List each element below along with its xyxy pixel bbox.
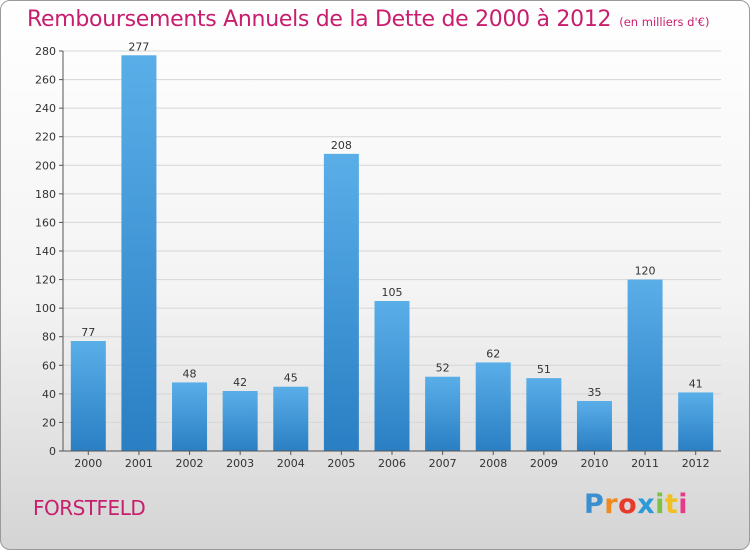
y-tick-label: 60 — [42, 359, 56, 372]
data-label-2008: 62 — [486, 347, 500, 360]
bar-2004 — [273, 386, 309, 451]
bar-2008 — [475, 362, 511, 451]
x-tick-label-2008: 2008 — [479, 457, 507, 470]
bar-2011 — [627, 279, 663, 451]
y-tick-label: 100 — [35, 302, 56, 315]
x-tick-label-2007: 2007 — [429, 457, 457, 470]
y-tick-label: 40 — [42, 388, 56, 401]
proxiti-logo: Proxiti — [584, 489, 688, 520]
x-tick-label-2001: 2001 — [125, 457, 153, 470]
chart-title-block: Remboursements Annuels de la Dette de 20… — [27, 7, 709, 32]
data-label-2000: 77 — [81, 326, 95, 339]
y-tick-label: 280 — [35, 45, 56, 58]
y-tick-label: 240 — [35, 102, 56, 115]
data-label-2012: 41 — [689, 377, 703, 390]
logo-letter: x — [637, 489, 656, 520]
y-tick-label: 200 — [35, 159, 56, 172]
bar-2005 — [323, 153, 359, 451]
data-label-2007: 52 — [436, 362, 450, 375]
logo-letter: i — [678, 489, 689, 520]
x-tick-label-2000: 2000 — [74, 457, 102, 470]
y-tick-label: 220 — [35, 131, 56, 144]
commune-name: FORSTFELD — [33, 496, 146, 520]
x-tick-label-2009: 2009 — [530, 457, 558, 470]
logo-letter: t — [664, 489, 679, 520]
data-label-2005: 208 — [331, 139, 352, 152]
bar-2002 — [172, 382, 208, 451]
data-label-2010: 35 — [587, 386, 601, 399]
data-label-2001: 277 — [128, 40, 149, 53]
y-tick-label: 160 — [35, 216, 56, 229]
logo-letter: i — [655, 489, 665, 520]
y-tick-label: 0 — [49, 445, 56, 458]
bars: 77 277 48 42 45 208 105 52 62 51 35 120 41 — [70, 40, 714, 452]
y-tick-label: 260 — [35, 74, 56, 87]
chart-title: Remboursements Annuels de la Dette de 20… — [27, 7, 612, 32]
data-label-2004: 45 — [284, 372, 298, 385]
data-label-2011: 120 — [635, 265, 656, 278]
bar-2003 — [222, 391, 258, 451]
x-tick-label-2004: 2004 — [277, 457, 305, 470]
y-tick-label: 140 — [35, 245, 56, 258]
bar-2012 — [678, 392, 714, 451]
y-tick-label: 120 — [35, 274, 56, 287]
y-tick-label: 180 — [35, 188, 56, 201]
data-label-2002: 48 — [183, 367, 197, 380]
x-tick-label-2002: 2002 — [176, 457, 204, 470]
logo-letter: o — [618, 489, 638, 520]
bar-2007 — [425, 376, 461, 451]
bar-2000 — [70, 341, 106, 451]
chart-subtitle: (en milliers d'€) — [619, 15, 710, 29]
x-tick-label-2010: 2010 — [580, 457, 608, 470]
logo-letter: P — [584, 489, 605, 520]
y-axis: 0 20 40 60 80 100 120 140 160 180 200 220 240 260 280 — [35, 45, 64, 458]
bar-2001 — [121, 55, 157, 452]
data-label-2003: 42 — [233, 376, 247, 389]
x-tick-label-2003: 2003 — [226, 457, 254, 470]
data-label-2009: 51 — [537, 363, 551, 376]
x-tick-label-2012: 2012 — [682, 457, 710, 470]
x-axis: 2000 2001 2002 2003 2004 2005 2006 2007 2008 2009… — [63, 450, 721, 470]
data-label-2006: 105 — [382, 286, 403, 299]
logo-letter: r — [604, 489, 619, 520]
y-tick-label: 80 — [42, 331, 56, 344]
x-tick-label-2006: 2006 — [378, 457, 406, 470]
bar-2009 — [526, 378, 562, 451]
x-tick-label-2011: 2011 — [631, 457, 659, 470]
y-tick-label: 20 — [42, 416, 56, 429]
bar-2010 — [576, 401, 612, 451]
bar-2006 — [374, 301, 410, 451]
x-tick-label-2005: 2005 — [327, 457, 355, 470]
